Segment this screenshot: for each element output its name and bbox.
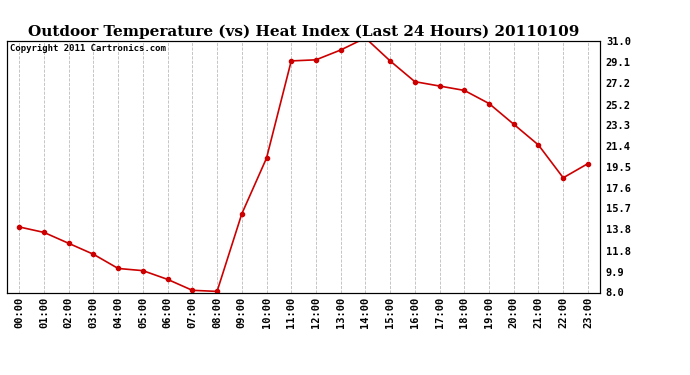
Title: Outdoor Temperature (vs) Heat Index (Last 24 Hours) 20110109: Outdoor Temperature (vs) Heat Index (Las… bbox=[28, 24, 580, 39]
Text: Copyright 2011 Cartronics.com: Copyright 2011 Cartronics.com bbox=[10, 44, 166, 53]
